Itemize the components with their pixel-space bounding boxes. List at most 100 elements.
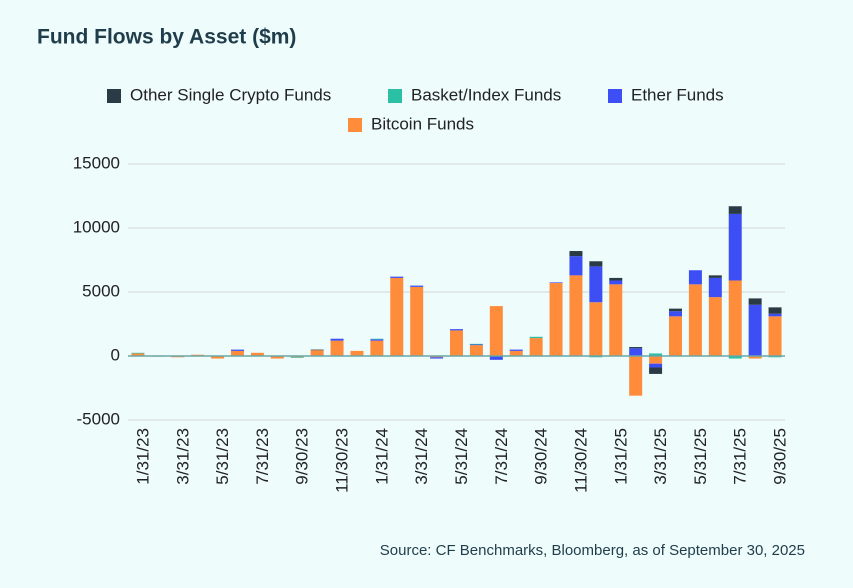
bar-segment xyxy=(450,329,463,331)
y-tick-label: 10000 xyxy=(73,217,120,236)
bar-segment xyxy=(649,353,663,356)
bar-segment xyxy=(310,349,324,351)
bar-segment xyxy=(649,363,663,368)
bar-segment xyxy=(768,313,782,317)
x-tick-label: 11/30/24 xyxy=(571,428,590,493)
x-tick-label: 5/31/24 xyxy=(452,428,471,485)
bar-segment xyxy=(489,356,503,360)
bar-segment xyxy=(629,348,643,356)
bar-segment xyxy=(350,350,364,356)
bar-segment xyxy=(250,352,264,356)
bar-segment xyxy=(231,350,244,356)
legend-swatch xyxy=(388,89,402,103)
bar-segment xyxy=(708,297,722,356)
y-tick-label: 15000 xyxy=(73,153,120,172)
bar-segment xyxy=(469,345,483,356)
bar-segment xyxy=(509,349,523,351)
bar-segment xyxy=(728,206,742,214)
y-tick-label: 5000 xyxy=(82,281,120,300)
bar-segment xyxy=(370,340,384,356)
bar-segment xyxy=(430,357,444,359)
bar-segment xyxy=(390,276,404,278)
bar-segment xyxy=(748,298,762,305)
bar-segment xyxy=(390,277,404,356)
bar-segment xyxy=(410,286,424,356)
bar-segment xyxy=(728,280,742,356)
chart-title: Fund Flows by Asset ($m) xyxy=(37,26,296,49)
bar-segment xyxy=(509,350,523,356)
bar-segment xyxy=(489,306,503,356)
bar-segment xyxy=(688,284,702,356)
bar-segment xyxy=(370,339,384,341)
bar-segment xyxy=(231,349,244,351)
bar-segment xyxy=(748,304,762,356)
bar-segment xyxy=(589,261,603,267)
bar-segment xyxy=(768,316,782,356)
legend-swatch xyxy=(348,118,362,132)
bar-segment xyxy=(589,302,603,356)
bar-segment xyxy=(310,350,324,356)
x-tick-label: 11/30/23 xyxy=(333,428,352,493)
legend-label: Bitcoin Funds xyxy=(371,114,474,133)
bar-segment xyxy=(768,307,782,314)
bar-segment xyxy=(211,356,225,359)
bar-segment xyxy=(290,357,304,358)
legend-label: Ether Funds xyxy=(631,85,724,104)
bar-segment xyxy=(649,367,663,374)
x-tick-label: 1/31/25 xyxy=(611,428,630,485)
x-tick-label: 7/31/25 xyxy=(731,428,750,485)
bar-segment xyxy=(450,330,463,356)
bar-segment xyxy=(330,338,344,341)
bar-segment xyxy=(629,347,643,349)
bar-segment xyxy=(569,275,583,356)
bar-segment xyxy=(688,270,702,285)
bar-segment xyxy=(728,356,742,359)
bar-segment xyxy=(549,282,563,284)
legend-swatch xyxy=(107,89,121,103)
bar-segment xyxy=(649,356,663,364)
legend-label: Other Single Crypto Funds xyxy=(130,85,331,104)
bar-segment xyxy=(330,340,344,356)
bar-segment xyxy=(529,336,543,339)
x-tick-label: 7/31/23 xyxy=(253,428,272,485)
bar-segment xyxy=(748,356,762,359)
bar-segment xyxy=(728,213,742,281)
bar-segment xyxy=(629,356,643,396)
bar-segment xyxy=(669,311,682,317)
source-note: Source: CF Benchmarks, Bloomberg, as of … xyxy=(380,542,805,559)
x-tick-label: 9/30/23 xyxy=(293,428,312,485)
legend-label: Basket/Index Funds xyxy=(411,85,561,104)
bar-segment xyxy=(270,356,284,359)
bar-segment xyxy=(370,338,384,340)
bar-segment xyxy=(131,352,145,354)
bar-segment xyxy=(131,353,145,356)
bar-segment xyxy=(589,266,603,303)
bar-segment xyxy=(669,316,682,356)
x-tick-label: 1/31/24 xyxy=(372,428,391,485)
y-tick-label: 0 xyxy=(111,345,120,364)
x-tick-label: 3/31/25 xyxy=(651,428,670,485)
bar-segment xyxy=(469,344,483,346)
x-tick-label: 5/31/25 xyxy=(691,428,710,485)
bar-segment xyxy=(609,277,623,281)
bar-segment xyxy=(469,343,483,345)
bar-segment xyxy=(708,275,722,278)
bar-segment xyxy=(609,284,623,356)
y-tick-label: -5000 xyxy=(77,409,120,428)
x-tick-label: 5/31/23 xyxy=(213,428,232,485)
x-tick-label: 7/31/24 xyxy=(492,428,511,485)
bar-segment xyxy=(529,338,543,356)
bar-segment xyxy=(569,256,583,276)
x-tick-label: 3/31/23 xyxy=(173,428,192,485)
bar-segment xyxy=(410,285,424,287)
x-tick-label: 9/30/25 xyxy=(771,428,790,485)
bar-segment xyxy=(549,283,563,356)
bar-segment xyxy=(708,277,722,298)
x-tick-label: 3/31/24 xyxy=(412,428,431,485)
x-tick-label: 1/31/23 xyxy=(133,428,152,485)
bar-segment xyxy=(669,308,682,312)
bar-segment xyxy=(609,280,623,285)
x-tick-label: 9/30/24 xyxy=(532,428,551,485)
bar-segment xyxy=(569,251,583,257)
